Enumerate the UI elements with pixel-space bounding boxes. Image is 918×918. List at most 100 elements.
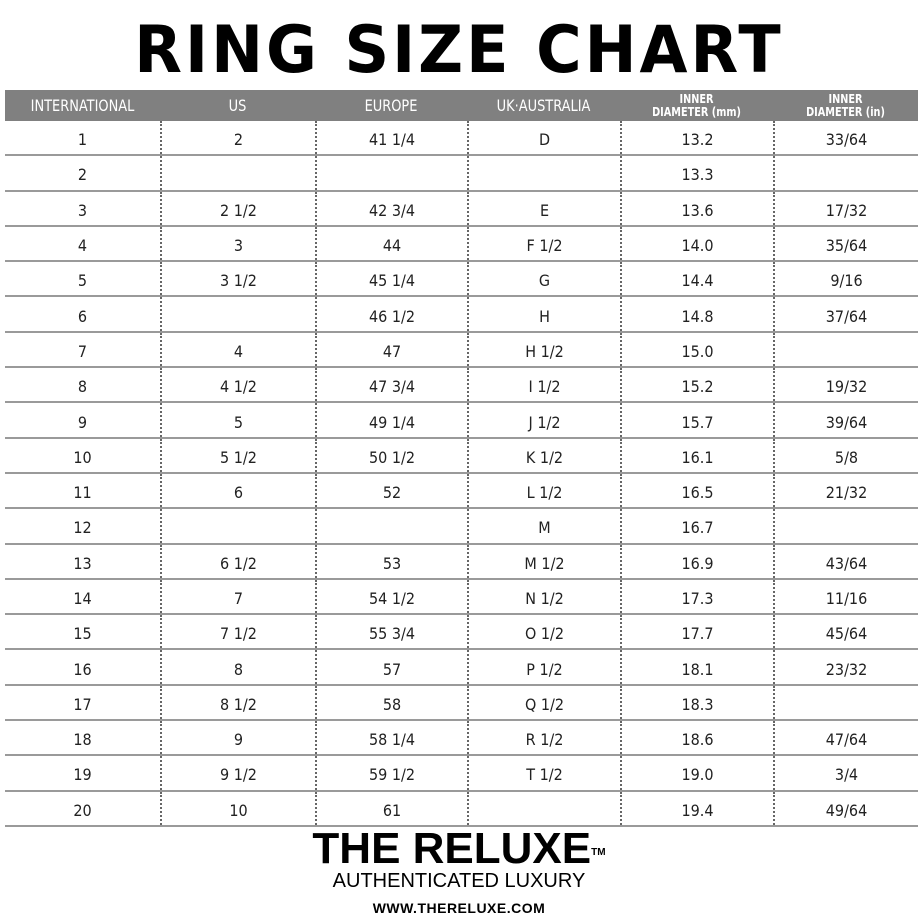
table-cell: 8 1/2 [160, 685, 315, 720]
table-cell: 19.4 [620, 791, 773, 825]
table-row: 18 9 58 1/4 R 1/2 18.6 47/64 [5, 721, 918, 757]
table-cell: 9 1/2 [160, 756, 315, 790]
table-cell: 2 [77, 165, 88, 185]
table-cell [467, 791, 620, 825]
column-header: US [168, 90, 308, 121]
table-cell: K 1/2 [467, 438, 620, 472]
table-cell [160, 156, 315, 190]
table-cell: 4 [160, 332, 315, 367]
table-cell [315, 156, 467, 190]
table-cell: 59 1/2 [315, 756, 467, 790]
table-cell: 33/64 [773, 121, 918, 155]
table-cell [773, 332, 918, 367]
table-row: 2 13.3 [5, 156, 918, 192]
table-cell: 47 [315, 332, 467, 367]
table-cell: 50 1/2 [315, 438, 467, 472]
brand-url: WWW.THERELUXE.COM [372, 900, 546, 916]
table-cell: 2 1/2 [160, 191, 315, 225]
table-cell: 16 [73, 659, 92, 679]
table-cell: 39/64 [773, 403, 918, 437]
table-cell: 1 [77, 130, 88, 150]
column-header: INTERNATIONAL [13, 90, 153, 121]
table-cell: 19 [73, 765, 92, 785]
table-cell: 46 1/2 [315, 297, 467, 331]
table-cell: 9/16 [773, 262, 918, 296]
table-cell: 45 1/4 [315, 262, 467, 296]
table-cell: 42 3/4 [315, 191, 467, 225]
table-cell: 55 3/4 [315, 615, 467, 649]
table-cell: 11 [73, 483, 92, 503]
table-row: 5 3 1/2 45 1/4 G 14.4 9/16 [5, 262, 918, 298]
table-cell: 52 [315, 473, 467, 508]
table-cell: M 1/2 [467, 544, 620, 578]
table-cell: 5 [160, 403, 315, 437]
table-cell: 13 [73, 553, 92, 573]
table-cell: 14.8 [620, 297, 773, 331]
table-row: 8 4 1/2 47 3/4 I 1/2 15.2 19/32 [5, 368, 918, 404]
table-cell: I 1/2 [467, 368, 620, 402]
table-row: 17 8 1/2 58 Q 1/2 18.3 [5, 685, 918, 722]
table-cell: 6 [160, 473, 315, 508]
table-cell: 8 [160, 650, 315, 684]
table-cell [160, 297, 315, 331]
brand-tagline: AUTHENTICATED LUXURY [332, 870, 586, 892]
column-header: UK·AUSTRALIA [475, 90, 613, 121]
table-cell: 13.3 [620, 156, 773, 190]
table-cell: 9 [160, 721, 315, 755]
table-cell: 3 [77, 200, 88, 220]
table-cell: 49/64 [773, 791, 918, 825]
table-cell: 10 [160, 791, 315, 825]
table-cell: 17/32 [773, 191, 918, 225]
table-header: INTERNATIONAL US EUROPE UK·AUSTRALIA INNER DI… [5, 90, 918, 121]
header-label: INNER [828, 91, 863, 106]
table-cell: 43/64 [773, 544, 918, 578]
table-cell: 17.7 [620, 615, 773, 649]
table-cell: F 1/2 [467, 226, 620, 261]
table-cell: 14.4 [620, 262, 773, 296]
table-cell: 54 1/2 [315, 579, 467, 614]
table-body: 1 2 41 1/4 D 13.2 33/64 2 13.3 3 2 1/2 42 3/4 E 13.6… [5, 121, 918, 827]
table-cell [467, 156, 620, 190]
table-row: 11 6 52 L 1/2 16.5 21/32 [5, 473, 918, 510]
table-cell: 18.6 [620, 721, 773, 755]
table-cell: 3 [160, 226, 315, 261]
table-cell: M [467, 509, 620, 543]
column-header: EUROPE [323, 90, 460, 121]
table-row: 14 7 54 1/2 N 1/2 17.3 11/16 [5, 579, 918, 616]
table-cell: 23/32 [773, 650, 918, 684]
table-cell: 13.2 [620, 121, 773, 155]
table-cell: 15.2 [620, 368, 773, 402]
table-cell: 21/32 [773, 473, 918, 508]
table-cell: Q 1/2 [467, 685, 620, 720]
table-cell: 45/64 [773, 615, 918, 649]
ring-size-table: INTERNATIONAL US EUROPE UK·AUSTRALIA INNER DI… [5, 90, 918, 827]
table-cell: 14.0 [620, 226, 773, 261]
table-cell: 18.1 [620, 650, 773, 684]
table-cell: 15 [73, 624, 92, 644]
logo-text: THE RELUXE [312, 824, 592, 873]
table-cell: 7 1/2 [160, 615, 315, 649]
table-cell: 6 [77, 306, 88, 326]
table-cell: 18 [73, 730, 92, 750]
table-cell: 8 [77, 377, 88, 397]
table-row: 6 46 1/2 H 14.8 37/64 [5, 297, 918, 333]
column-header: INNER DIAMETER (in) [780, 90, 911, 121]
table-row: 3 2 1/2 42 3/4 E 13.6 17/32 [5, 191, 918, 227]
header-label: UK·AUSTRALIA [496, 96, 591, 115]
table-cell: 3/4 [773, 756, 918, 790]
header-label: US [228, 96, 247, 115]
table-cell: 17.3 [620, 579, 773, 614]
table-row: 13 6 1/2 53 M 1/2 16.9 43/64 [5, 544, 918, 580]
table-cell: 20 [73, 800, 92, 820]
table-cell: 5 1/2 [160, 438, 315, 472]
table-cell: 18.3 [620, 685, 773, 720]
table-cell: 6 1/2 [160, 544, 315, 578]
table-cell: 16.9 [620, 544, 773, 578]
table-row: 7 4 47 H 1/2 15.0 [5, 332, 918, 369]
table-cell: H 1/2 [467, 332, 620, 367]
table-cell: 10 [73, 447, 92, 467]
table-row: 16 8 57 P 1/2 18.1 23/32 [5, 650, 918, 686]
header-label: INTERNATIONAL [30, 96, 135, 115]
table-row: 12 M 16.7 [5, 509, 918, 545]
table-cell [315, 509, 467, 543]
